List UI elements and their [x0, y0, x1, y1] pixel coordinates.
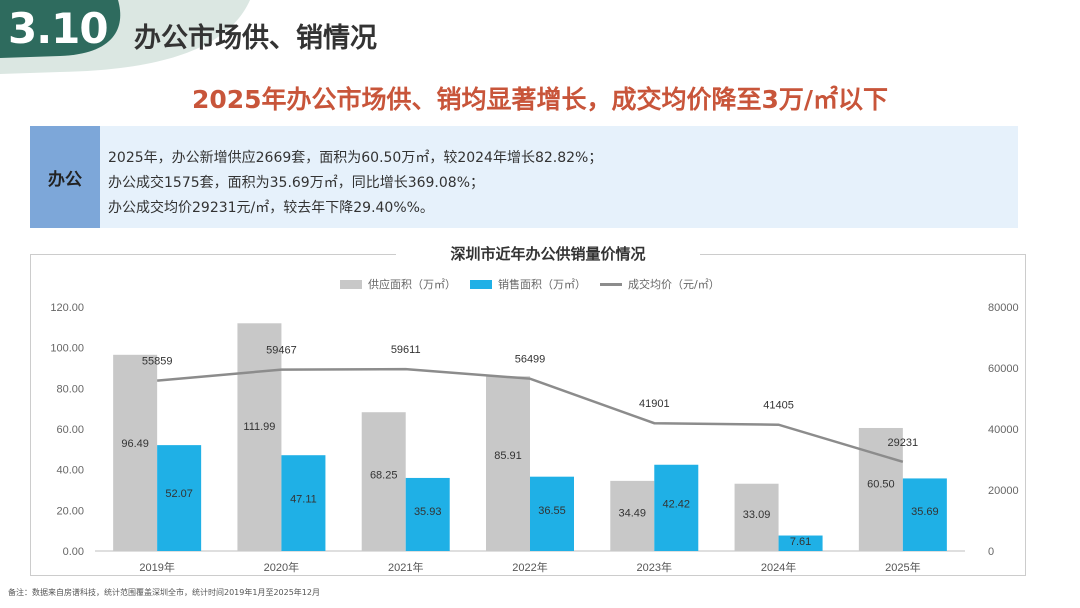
y2-tick-label: 20000	[988, 485, 1019, 497]
chart-legend: 供应面积（万㎡） 销售面积（万㎡） 成交均价（元/㎡）	[340, 276, 734, 292]
y-tick-label: 20.00	[56, 505, 84, 517]
sales-bar	[654, 464, 699, 551]
x-tick-label: 2023年	[637, 560, 672, 574]
sales-bar	[157, 445, 202, 551]
info-box: 办公 2025年，办公新增供应2669套，面积为60.50万㎡，较2024年增长…	[30, 126, 1018, 228]
y2-tick-label: 0	[988, 546, 994, 558]
price-point-label: 41901	[639, 398, 670, 410]
sales-bar	[530, 476, 574, 551]
sales-bar	[778, 535, 823, 551]
legend-label-sales: 销售面积（万㎡）	[498, 278, 586, 291]
y-tick-label: 0.00	[63, 546, 84, 558]
sales-bar-label: 7.61	[790, 536, 811, 548]
y-tick-label: 40.00	[56, 465, 84, 477]
price-point-label: 59611	[391, 344, 421, 356]
y-tick-label: 100.00	[50, 343, 84, 355]
info-label: 办公	[30, 126, 100, 228]
supply-bar-label: 34.49	[619, 507, 647, 519]
supply-bar	[113, 354, 158, 551]
legend-swatch-sales	[470, 279, 492, 289]
sales-bar	[405, 477, 450, 551]
price-point-label: 29231	[888, 437, 919, 449]
x-tick-label: 2020年	[264, 560, 299, 574]
footnote: 备注：数据来自房谱科技，统计范围覆盖深圳全市，统计时间2019年1月至2025年…	[8, 588, 320, 597]
legend-label-price: 成交均价（元/㎡）	[628, 278, 720, 291]
y-tick-label: 80.00	[56, 383, 84, 395]
supply-bar-label: 85.91	[494, 450, 522, 462]
supply-bar-label: 111.99	[243, 421, 275, 433]
supply-bar-label: 60.50	[867, 478, 895, 490]
info-line: 办公成交均价29231元/㎡，较去年下降29.40%%。	[108, 200, 434, 216]
y-tick-label: 60.00	[56, 424, 84, 436]
price-line	[157, 367, 904, 464]
price-point-label: 56499	[515, 354, 546, 366]
info-line: 2025年，办公新增供应2669套，面积为60.50万㎡，较2024年增长82.…	[108, 150, 603, 166]
legend-swatch-supply	[340, 279, 362, 289]
section-title: 办公市场供、销情况	[134, 23, 377, 54]
supply-bar-label: 68.25	[370, 470, 398, 482]
price-point-label: 55859	[142, 356, 173, 368]
legend-item-price: 成交均价（元/㎡）	[600, 276, 720, 292]
chart-frame-top-right	[700, 254, 1026, 255]
sales-bar-label: 35.69	[911, 506, 939, 518]
sales-bar-label: 35.93	[414, 506, 442, 518]
legend-item-supply: 供应面积（万㎡）	[340, 276, 456, 292]
supply-bar	[858, 427, 903, 551]
y-tick-label: 120.00	[50, 302, 84, 314]
supply-bar	[237, 323, 282, 551]
price-point-label: 59467	[266, 345, 297, 357]
legend-item-sales: 销售面积（万㎡）	[470, 276, 586, 292]
sales-bar-label: 36.55	[538, 505, 566, 517]
chart-frame	[30, 254, 1026, 576]
price-point-label: 41405	[763, 400, 794, 412]
sales-bar-label: 42.42	[663, 499, 691, 511]
supply-bar	[486, 376, 530, 551]
supply-bar-label: 96.49	[121, 438, 149, 450]
y2-tick-label: 80000	[988, 302, 1019, 314]
sales-bar-label: 52.07	[165, 488, 193, 500]
x-tick-label: 2024年	[761, 560, 796, 574]
supply-bar	[734, 483, 779, 551]
info-lines: 2025年，办公新增供应2669套，面积为60.50万㎡，较2024年增长82.…	[108, 146, 602, 221]
x-tick-label: 2025年	[885, 560, 920, 574]
info-line: 办公成交1575套，面积为35.69万㎡，同比增长369.08%；	[108, 175, 484, 191]
sales-bar	[902, 478, 947, 551]
supply-bar	[361, 412, 406, 551]
sales-bar-label: 47.11	[290, 493, 317, 505]
y2-tick-label: 60000	[988, 363, 1019, 375]
x-tick-label: 2019年	[139, 560, 174, 574]
section-number: 3.10	[8, 4, 109, 53]
legend-swatch-price	[600, 282, 622, 286]
chart-title: 深圳市近年办公供销量价情况	[450, 245, 646, 263]
supply-bar-label: 33.09	[743, 509, 771, 521]
corner-decoration	[0, 0, 250, 74]
y2-tick-label: 40000	[988, 424, 1019, 436]
x-tick-label: 2021年	[388, 560, 423, 574]
x-tick-label: 2022年	[512, 560, 547, 574]
supply-bar	[610, 480, 655, 551]
headline: 2025年办公市场供、销均显著增长，成交均价降至3万/㎡以下	[191, 85, 889, 114]
chart-frame-top-left	[30, 254, 396, 255]
legend-label-supply: 供应面积（万㎡）	[368, 278, 456, 291]
sales-bar	[281, 455, 326, 551]
